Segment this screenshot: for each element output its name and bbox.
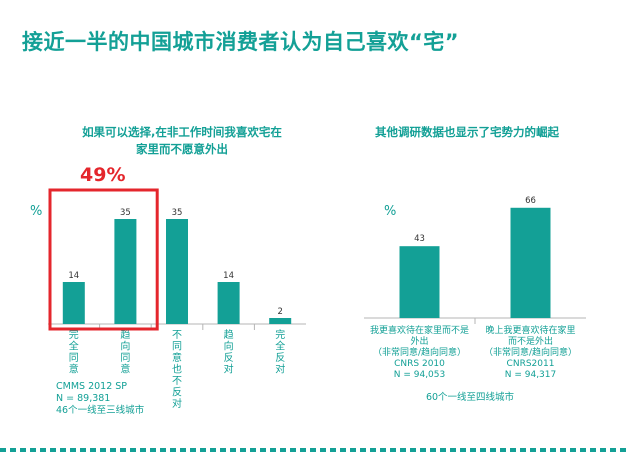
highlight-box — [48, 188, 159, 331]
left-category-char: 向 — [120, 340, 130, 353]
right-category-line: N = 94,317 — [505, 370, 557, 380]
right-bar — [399, 246, 440, 318]
left-category-char: 反 — [224, 352, 234, 364]
right-category-line: N = 94,053 — [394, 370, 446, 380]
left-category-char: 不 — [172, 376, 182, 387]
left-category-char: 不 — [172, 330, 182, 341]
left-bar — [114, 219, 137, 324]
right-chart-title: 其他调研数据也显示了宅势力的崛起 — [375, 125, 559, 139]
footer-dashed-border — [0, 448, 630, 452]
left-category-char: 意 — [69, 363, 79, 376]
left-category-char: 趋 — [224, 328, 234, 341]
left-category-char: 同 — [69, 352, 79, 364]
left-category-char: 反 — [172, 387, 182, 399]
left-bar-value-label: 35 — [120, 208, 131, 218]
left-category-char: 对 — [275, 363, 285, 376]
right-bar-value-label: 66 — [525, 196, 536, 206]
left-category-char: 意 — [172, 351, 182, 364]
left-category-label: 完全同意 — [69, 328, 79, 376]
right-category-line: 晚上我更喜欢待在家里 — [485, 324, 575, 336]
left-bar-value-label: 35 — [172, 208, 183, 218]
left-category-char: 同 — [172, 341, 182, 353]
left-category-char: 趋 — [120, 328, 130, 341]
left-bar-value-label: 14 — [223, 271, 234, 281]
right-footer-note: 60个一线至四线城市 — [425, 392, 515, 403]
source-line-1: CMMS 2012 SP — [56, 381, 128, 392]
right-bar-value-label: 43 — [414, 234, 425, 244]
page-title: 接近一半的中国城市消费者认为自己喜欢“宅” — [22, 30, 460, 54]
right-unit-label: % — [384, 204, 397, 219]
highlight-percent-label: 49% — [80, 164, 126, 186]
left-category-char: 也 — [172, 363, 182, 376]
left-bar — [62, 282, 85, 324]
right-bar — [510, 207, 551, 318]
left-category-char: 对 — [224, 363, 234, 376]
left-category-char: 意 — [120, 363, 130, 376]
right-category-line: 我更喜欢待在家里而不是 — [370, 324, 469, 336]
left-category-label: 完全反对 — [275, 328, 285, 376]
right-category-line: CNRS2011 — [507, 359, 555, 369]
left-category-char: 完 — [275, 328, 285, 341]
right-category-label: 晚上我更喜欢待在家里而不是外出（非常同意/趋向同意） CNRS2011 N = 94… — [484, 324, 577, 380]
right-category-line: CNRS 2010 — [394, 359, 445, 369]
left-bar-value-label: 14 — [68, 271, 79, 281]
right-category-label: 我更喜欢待在家里而不是外出（非常同意/趋向同意） CNRS 2010 N = 94,… — [370, 324, 469, 380]
left-category-char: 向 — [224, 340, 234, 353]
left-bar-value-label: 2 — [277, 307, 282, 317]
left-category-char: 同 — [120, 352, 130, 364]
right-category-line: （非常同意/趋向同意） — [484, 346, 577, 358]
left-unit-label: % — [30, 204, 43, 219]
left-category-label: 趋向反对 — [224, 328, 234, 376]
right-category-line: 而不是外出 — [508, 335, 553, 347]
left-category-char: 完 — [69, 328, 79, 341]
left-bar — [269, 318, 292, 324]
left-category-char: 全 — [275, 340, 285, 353]
left-category-char: 对 — [172, 397, 182, 410]
source-line-3: 46个一线至三线城市 — [56, 405, 145, 416]
left-chart-title: 如果可以选择,在非工作时间我喜欢宅在家里而不愿意外出 — [82, 125, 282, 156]
left-category-char: 反 — [275, 352, 285, 364]
left-category-label: 不同意也不反对 — [172, 330, 182, 410]
left-category-char: 全 — [69, 340, 79, 353]
left-category-label: 趋向同意 — [120, 328, 130, 376]
left-bar — [217, 282, 240, 324]
left-source-note: CMMS 2012 SP N = 89,381 46个一线至三线城市 — [56, 381, 216, 417]
left-bar — [166, 219, 188, 324]
right-category-line: 外出 — [410, 335, 428, 347]
source-line-2: N = 89,381 — [56, 393, 111, 404]
right-category-line: （非常同意/趋向同意） — [373, 346, 466, 358]
